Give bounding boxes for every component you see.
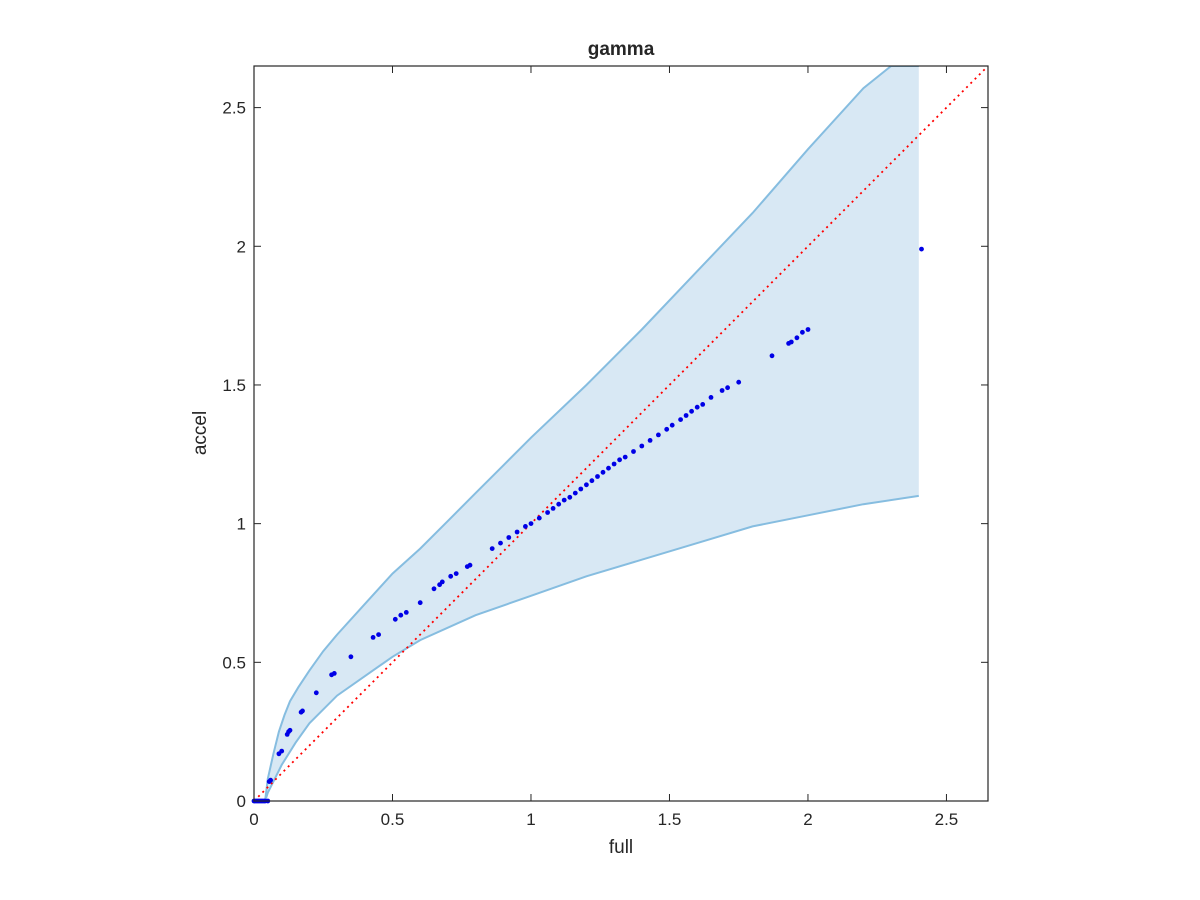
plot-area [251,66,988,804]
data-point [331,671,337,676]
data-point [550,506,556,511]
data-point [268,777,273,783]
data-point [528,521,534,526]
data-point [392,616,398,622]
points-layer [251,246,924,804]
data-point [536,515,542,521]
data-point [453,571,459,576]
data-point [683,413,689,418]
data-point [313,690,319,696]
data-point [417,600,423,606]
data-point [725,385,730,391]
data-point [287,727,293,733]
data-point [700,402,706,407]
y-axis-label: accel [190,411,211,455]
data-point [617,457,622,463]
data-point [606,465,611,471]
data-point [467,562,473,568]
data-point [370,635,376,640]
data-point [708,395,714,400]
data-point [398,612,404,618]
x-tick-label: 0 [249,810,258,829]
y-tick-label: 1 [237,515,246,534]
data-point [669,422,675,428]
data-point [572,490,578,496]
data-point [403,610,409,615]
x-axis-label: full [609,837,633,858]
y-ticks: 0 0.5 1 1.5 2 2.5 [222,99,988,811]
data-point [694,404,700,410]
data-point [639,443,645,449]
data-point [664,426,670,432]
data-point [788,339,794,345]
data-point [348,654,354,660]
data-point [498,540,503,546]
data-point [656,432,661,438]
x-tick-label: 0.5 [381,810,405,829]
data-point [506,535,512,540]
data-point [769,353,775,359]
data-point [611,461,617,467]
data-point [719,388,725,393]
data-point [584,482,589,488]
data-point [600,469,606,475]
x-tick-label: 1 [526,810,535,829]
reference-line [254,66,988,801]
data-point [800,329,805,335]
data-point [567,494,573,500]
x-ticks: 0 0.5 1 1.5 2 2.5 [249,66,958,829]
y-tick-label: 2 [237,237,246,256]
band-layer [264,66,919,801]
data-point [514,529,520,535]
y-tick-label: 2.5 [222,99,246,118]
chart-title: gamma [588,39,655,60]
y-tick-label: 0.5 [222,653,246,672]
data-point [736,379,742,385]
data-point [595,474,600,479]
data-point [689,408,694,414]
axes-box [253,65,989,802]
x-tick-label: 1.5 [658,810,682,829]
data-point [794,335,800,341]
band-lower-edge [264,494,919,801]
data-point [300,708,305,714]
data-point [805,327,811,332]
data-point [489,546,495,551]
band-upper-edge [264,66,919,801]
data-point [545,510,550,515]
data-point [647,438,653,443]
x-tick-label: 2.5 [935,810,959,829]
reference-line-layer [254,66,988,801]
data-point [561,497,567,503]
confidence-band-fill [265,66,919,801]
data-point [622,454,628,460]
data-point [678,417,683,422]
data-point [523,524,528,529]
data-point [589,478,595,484]
data-point [919,246,924,252]
data-point [556,501,562,507]
data-point [376,632,381,637]
data-point [439,579,445,585]
data-point [578,486,584,492]
data-point [279,748,285,754]
data-point [448,573,454,579]
data-point [431,586,437,592]
y-tick-label: 0 [237,792,246,811]
x-tick-label: 2 [803,810,812,829]
y-tick-label: 1.5 [222,376,246,395]
data-point [631,449,636,454]
